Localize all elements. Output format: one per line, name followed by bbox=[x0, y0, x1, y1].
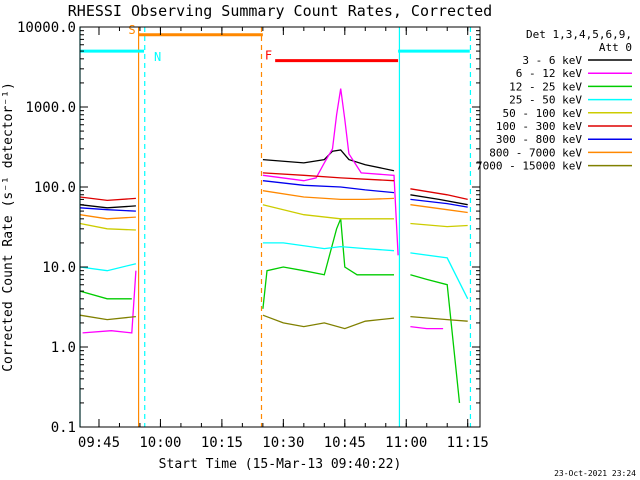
plot-frame bbox=[79, 26, 481, 428]
series-line bbox=[410, 274, 461, 403]
series-line bbox=[79, 207, 136, 212]
y-tick-label: 0.1 bbox=[51, 420, 76, 436]
legend-header: Att 0 bbox=[599, 41, 632, 54]
y-tick-label: 10.0 bbox=[42, 260, 76, 276]
series-line bbox=[79, 290, 132, 300]
flag-label: N bbox=[154, 50, 161, 64]
chart-title: RHESSI Observing Summary Count Rates, Co… bbox=[68, 2, 492, 20]
x-tick-label: 11:15 bbox=[447, 435, 489, 451]
series-line bbox=[79, 314, 136, 321]
series-line bbox=[410, 252, 469, 300]
footer-timestamp: 23-Oct-2021 23:24 bbox=[554, 469, 636, 478]
legend-label: 300 - 800 keV bbox=[496, 133, 582, 146]
x-tick-label: 09:45 bbox=[78, 435, 120, 451]
series-line bbox=[262, 180, 395, 194]
series-line bbox=[410, 198, 468, 208]
series-line bbox=[79, 196, 136, 202]
series-line bbox=[79, 263, 137, 272]
series-line bbox=[410, 188, 468, 201]
legend-label: 3 - 6 keV bbox=[522, 54, 582, 67]
series-line bbox=[262, 149, 395, 172]
legend-label: 7000 - 15000 keV bbox=[476, 160, 582, 173]
x-tick-label: 10:15 bbox=[201, 435, 243, 451]
series-line bbox=[79, 204, 136, 209]
legend-label: 100 - 300 keV bbox=[496, 120, 582, 133]
series-line bbox=[410, 222, 468, 228]
series-line bbox=[262, 242, 395, 252]
series-line bbox=[410, 204, 468, 214]
y-tick-label: 1.0 bbox=[51, 340, 76, 356]
legend-label: 25 - 50 keV bbox=[509, 94, 582, 107]
series-line bbox=[410, 315, 468, 322]
legend-label: 12 - 25 keV bbox=[509, 80, 582, 93]
legend-header: Det 1,3,4,5,6,9, bbox=[526, 28, 632, 41]
series-line bbox=[79, 222, 136, 231]
flag-bars: S N F bbox=[80, 23, 470, 64]
y-tick-label: 1000.0 bbox=[25, 100, 76, 116]
x-tick-label: 11:00 bbox=[385, 435, 427, 451]
series-line bbox=[262, 88, 399, 256]
x-axis-label: Start Time (15-Mar-13 09:40:22) bbox=[159, 457, 402, 472]
series-line bbox=[410, 194, 468, 206]
legend-label: 50 - 100 keV bbox=[503, 107, 583, 120]
series-line bbox=[262, 314, 395, 330]
axes: 0.1 1.0 10.0 100.0 1000.0 10000.0 09:45 10:00 10… bbox=[17, 20, 489, 451]
flag-label: F bbox=[265, 49, 272, 63]
series-line bbox=[82, 270, 137, 334]
x-tick-label: 10:45 bbox=[324, 435, 366, 451]
series-line bbox=[262, 204, 394, 220]
y-axis-label: Corrected Count Rate (s⁻¹ detector⁻¹) bbox=[1, 82, 16, 372]
y-tick-label: 10000.0 bbox=[17, 20, 76, 36]
series-lines bbox=[79, 88, 469, 403]
flag-label: S bbox=[128, 23, 135, 37]
series-line bbox=[262, 172, 395, 182]
x-tick-label: 10:30 bbox=[262, 435, 304, 451]
legend-label: 800 - 7000 keV bbox=[489, 146, 582, 159]
x-tick-label: 10:00 bbox=[139, 435, 181, 451]
legend-label: 6 - 12 keV bbox=[516, 67, 583, 80]
series-line bbox=[79, 214, 136, 220]
series-line bbox=[262, 218, 394, 309]
series-line bbox=[410, 325, 444, 330]
series-line bbox=[262, 190, 395, 201]
y-tick-label: 100.0 bbox=[34, 180, 76, 196]
